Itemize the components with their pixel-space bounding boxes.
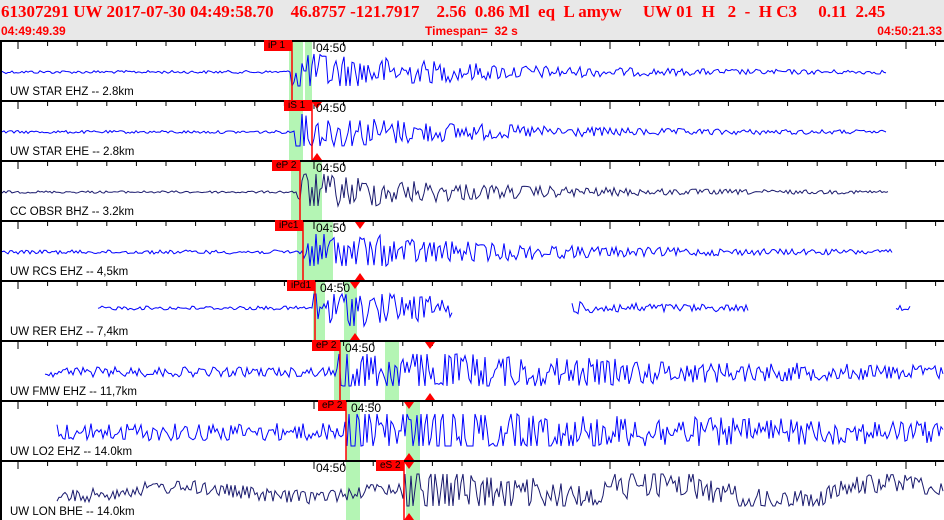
panel-divider <box>0 460 944 462</box>
amplitude-marker <box>350 282 360 289</box>
amplitude-marker <box>350 333 360 340</box>
panel-divider <box>0 160 944 162</box>
time-marker-label: 04:50 <box>351 401 382 415</box>
phase-pick-label[interactable]: iPd1 <box>287 280 315 291</box>
amplitude-marker <box>404 453 414 460</box>
time-marker-label: 04:50 <box>316 221 347 235</box>
waveform-trace <box>0 53 887 88</box>
waveform-trace <box>56 473 944 508</box>
pick-window <box>406 400 420 460</box>
amplitude-marker <box>425 342 435 349</box>
trace-panel[interactable]: 04:50 iPc1 UW RCS EHZ -- 4,5km <box>0 220 944 280</box>
waveform-trace <box>44 353 944 387</box>
panel-divider <box>0 40 944 42</box>
station-label: UW FMW EHZ -- 11,7km <box>10 386 137 398</box>
pick-window <box>406 460 420 520</box>
trace-panel[interactable]: 04:50 eP 2 UW LO2 EHZ -- 14.0km <box>0 400 944 460</box>
station-label: UW RER EHZ -- 7,4km <box>10 326 129 338</box>
trace-panel[interactable]: 04:50 eP 2 CC OBSR BHZ -- 3.2km <box>0 160 944 220</box>
panel-divider <box>0 280 944 282</box>
phase-pick-label[interactable]: iS 1 <box>284 100 312 111</box>
start-time: 04:49:49.39 <box>1 24 66 38</box>
amplitude-marker <box>404 462 414 469</box>
panel-divider <box>0 100 944 102</box>
pick-window <box>334 340 350 400</box>
waveform-plot <box>17 280 937 340</box>
time-marker-label: 04:50 <box>345 341 376 355</box>
panel-divider <box>0 340 944 342</box>
waveform-trace <box>97 292 453 328</box>
time-marker-label: 04:50 <box>316 161 347 175</box>
time-marker-label: 04:50 <box>316 41 347 55</box>
end-time: 04:50:21.33 <box>877 24 942 38</box>
pick-window <box>289 100 303 160</box>
waveform-plot <box>0 220 937 280</box>
phase-pick-label[interactable]: eP 2 <box>318 400 346 411</box>
trace-panel[interactable]: 04:50 iPd1 UW RER EHZ -- 7,4km <box>0 280 944 340</box>
phase-pick-label[interactable]: eP 2 <box>272 160 300 171</box>
waveform-trace <box>0 113 887 148</box>
panel-divider <box>0 220 944 222</box>
trace-panel[interactable]: 04:50 iS 1 UW STAR EHE -- 2.8km <box>0 100 944 160</box>
station-label: UW STAR EHZ -- 2.8km <box>10 86 134 98</box>
station-label: UW LON BHE -- 14.0km <box>10 506 135 518</box>
station-label: UW LO2 EHZ -- 14.0km <box>10 446 133 458</box>
left-border <box>0 40 2 520</box>
station-label: UW STAR EHE -- 2.8km <box>10 146 135 158</box>
phase-pick-label[interactable]: eP 2 <box>312 340 340 351</box>
amplitude-marker <box>425 393 435 400</box>
time-marker-label: 04:50 <box>316 461 347 475</box>
waveform-plot <box>0 100 937 160</box>
time-marker-label: 04:50 <box>316 101 347 115</box>
phase-pick-label[interactable]: iPc1 <box>275 220 303 231</box>
station-label: UW RCS EHZ -- 4,5km <box>10 266 129 278</box>
waveform-plot <box>17 340 944 400</box>
waveform-plot <box>17 460 944 520</box>
seismogram-panels[interactable]: 04:50 iP 1 UW STAR EHZ -- 2.8km 04:50 iS 1 UW… <box>0 40 944 520</box>
trace-panel[interactable]: 04:50 iP 1 UW STAR EHZ -- 2.8km <box>0 40 944 100</box>
event-summary: 61307291 UW 2017-07-30 04:49:58.70 46.87… <box>1 2 886 21</box>
waveform-plot <box>17 400 944 460</box>
waveform-trace <box>0 173 889 208</box>
waveform-trace <box>0 233 893 268</box>
panel-divider <box>0 400 944 402</box>
waveform-plot <box>0 160 937 220</box>
pick-window <box>385 340 399 400</box>
event-header: 61307291 UW 2017-07-30 04:49:58.70 46.87… <box>0 0 944 40</box>
station-label: CC OBSR BHZ -- 3.2km <box>10 206 134 218</box>
time-marker-label: 04:50 <box>320 281 351 295</box>
amplitude-marker <box>404 402 414 409</box>
waveform-trace <box>56 412 944 448</box>
amplitude-marker <box>312 102 322 109</box>
waveform-plot <box>0 40 937 100</box>
timespan: Timespan= 32 s <box>425 24 518 38</box>
trace-panel[interactable]: 04:50 eP 2 UW FMW EHZ -- 11,7km <box>0 340 944 400</box>
pick-window <box>346 460 360 520</box>
waveform-trace <box>895 304 911 312</box>
amplitude-marker <box>404 513 414 520</box>
amplitude-marker <box>355 222 365 229</box>
phase-pick-label[interactable]: eS 2 <box>376 460 404 471</box>
waveform-trace <box>571 300 749 315</box>
amplitude-marker <box>312 153 322 160</box>
amplitude-marker <box>355 273 365 280</box>
trace-panel[interactable]: 04:50 eS 2 UW LON BHE -- 14.0km <box>0 460 944 520</box>
phase-pick-label[interactable]: iP 1 <box>264 40 292 51</box>
